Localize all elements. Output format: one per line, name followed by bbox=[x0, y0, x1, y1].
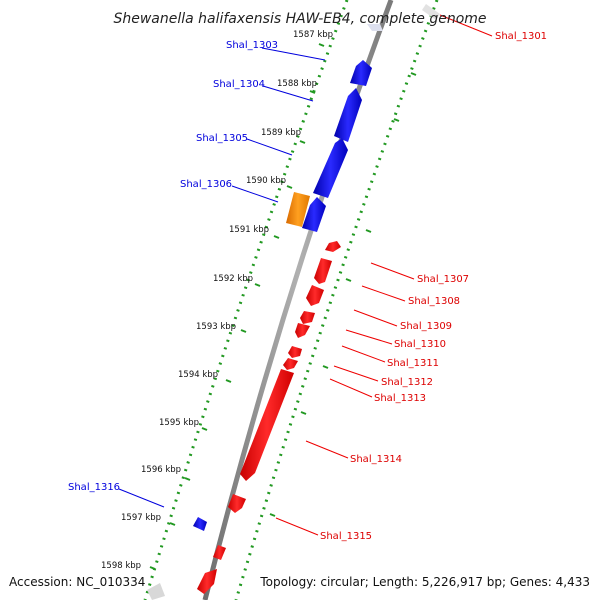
label-shal-1314[interactable]: Shal_1314 bbox=[350, 454, 402, 465]
gene-shal-1307[interactable] bbox=[325, 241, 341, 252]
label-shal-1306[interactable]: Shal_1306 bbox=[180, 179, 232, 190]
gene-shal-1313[interactable] bbox=[283, 358, 298, 370]
faded-gene-top bbox=[367, 24, 383, 31]
kbp-label-1591: 1591 kbp bbox=[229, 225, 269, 235]
gene-shal-1312[interactable] bbox=[288, 346, 302, 358]
rna-gene[interactable] bbox=[286, 192, 310, 227]
label-shal-1310[interactable]: Shal_1310 bbox=[394, 339, 446, 350]
kbp-label-1589: 1589 kbp bbox=[261, 128, 301, 138]
label-shal-1315[interactable]: Shal_1315 bbox=[320, 531, 372, 542]
kbp-label-1598: 1598 kbp bbox=[101, 561, 141, 571]
gene-red-small-1[interactable] bbox=[213, 545, 226, 560]
accession-text: Accession: NC_010334 bbox=[9, 575, 145, 589]
kbp-label-1597: 1597 kbp bbox=[121, 513, 161, 523]
kbp-label-1590: 1590 kbp bbox=[246, 176, 286, 186]
kbp-tick-marks bbox=[149, 43, 325, 570]
label-shal-1311[interactable]: Shal_1311 bbox=[387, 358, 439, 369]
kbp-label-1594: 1594 kbp bbox=[178, 370, 218, 380]
gene-shal-1314[interactable] bbox=[240, 369, 294, 481]
tick-track-inner bbox=[234, 0, 439, 600]
gene-shal-1315[interactable] bbox=[228, 494, 246, 513]
gene-shal-1316[interactable] bbox=[193, 517, 207, 531]
faded-gene-bottom bbox=[147, 583, 165, 600]
gene-red-small-2[interactable] bbox=[197, 569, 217, 594]
reverse-label-leaders bbox=[275, 14, 493, 536]
label-shal-1313[interactable]: Shal_1313 bbox=[374, 393, 426, 404]
gene-shal-1303[interactable] bbox=[350, 60, 372, 86]
label-shal-1307[interactable]: Shal_1307 bbox=[417, 274, 469, 285]
gene-shal-1306[interactable] bbox=[302, 197, 326, 232]
label-shal-1303[interactable]: Shal_1303 bbox=[226, 40, 278, 51]
label-shal-1304[interactable]: Shal_1304 bbox=[213, 79, 265, 90]
label-shal-1301[interactable]: Shal_1301 bbox=[495, 31, 547, 42]
gene-shal-1310[interactable] bbox=[300, 311, 315, 324]
gene-shal-1304[interactable] bbox=[334, 88, 362, 142]
kbp-label-1596: 1596 kbp bbox=[141, 465, 181, 475]
label-shal-1305[interactable]: Shal_1305 bbox=[196, 133, 248, 144]
genome-title: Shewanella halifaxensis HAW-EB4, complet… bbox=[113, 11, 486, 27]
kbp-label-1587: 1587 kbp bbox=[293, 30, 333, 40]
gene-shal-1305[interactable] bbox=[313, 138, 348, 198]
kbp-label-1588: 1588 kbp bbox=[277, 79, 317, 89]
kbp-label-1592: 1592 kbp bbox=[213, 274, 253, 284]
label-shal-1309[interactable]: Shal_1309 bbox=[400, 321, 452, 332]
tick-track-outer bbox=[143, 0, 349, 600]
forward-label-leaders bbox=[118, 47, 326, 508]
faded-gene-top-right bbox=[422, 4, 440, 20]
kbp-label-1593: 1593 kbp bbox=[196, 322, 236, 332]
inner-tick-marks bbox=[269, 72, 417, 517]
gene-shal-1309[interactable] bbox=[306, 285, 324, 306]
gene-shal-1311[interactable] bbox=[295, 323, 310, 338]
topology-text: Topology: circular; Length: 5,226,917 bp… bbox=[259, 575, 590, 589]
label-shal-1308[interactable]: Shal_1308 bbox=[408, 296, 460, 307]
gene-shal-1308[interactable] bbox=[314, 258, 332, 284]
label-shal-1316[interactable]: Shal_1316 bbox=[68, 482, 120, 493]
kbp-label-1595: 1595 kbp bbox=[159, 418, 199, 428]
label-shal-1312[interactable]: Shal_1312 bbox=[381, 377, 433, 388]
